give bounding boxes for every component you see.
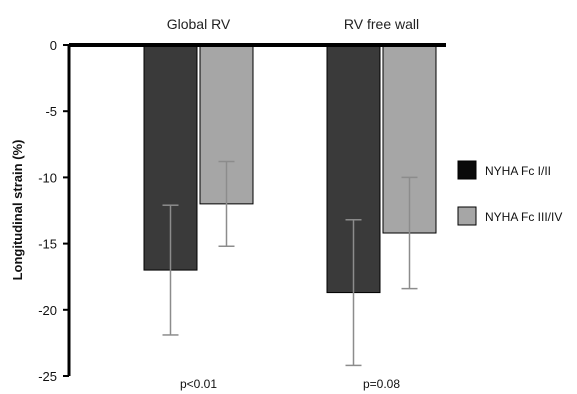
p-value-annotation: p<0.01: [180, 377, 217, 391]
legend: NYHA Fc I/II NYHA Fc III/IV: [457, 160, 562, 226]
y-tick-label: -20: [38, 303, 57, 318]
y-tick-label: -10: [38, 170, 57, 185]
legend-label-nyha-i-ii: NYHA Fc I/II: [485, 164, 551, 178]
y-tick-label: 0: [50, 38, 57, 53]
category-label-global-rv: Global RV: [167, 16, 231, 32]
chart-marks: [63, 43, 446, 377]
y-axis-label: Longitudinal strain (%): [10, 140, 25, 281]
legend-swatch-nyha-iii-iv: [457, 206, 477, 226]
y-tick-label: -25: [38, 369, 57, 384]
legend-swatch-nyha-i-ii: [457, 160, 477, 180]
category-label-rv-free-wall: RV free wall: [344, 16, 419, 32]
p-value-annotation: p=0.08: [363, 377, 400, 391]
y-tick-label: -5: [45, 104, 57, 119]
legend-label-nyha-iii-iv: NYHA Fc III/IV: [485, 210, 562, 224]
y-tick-label: -15: [38, 237, 57, 252]
